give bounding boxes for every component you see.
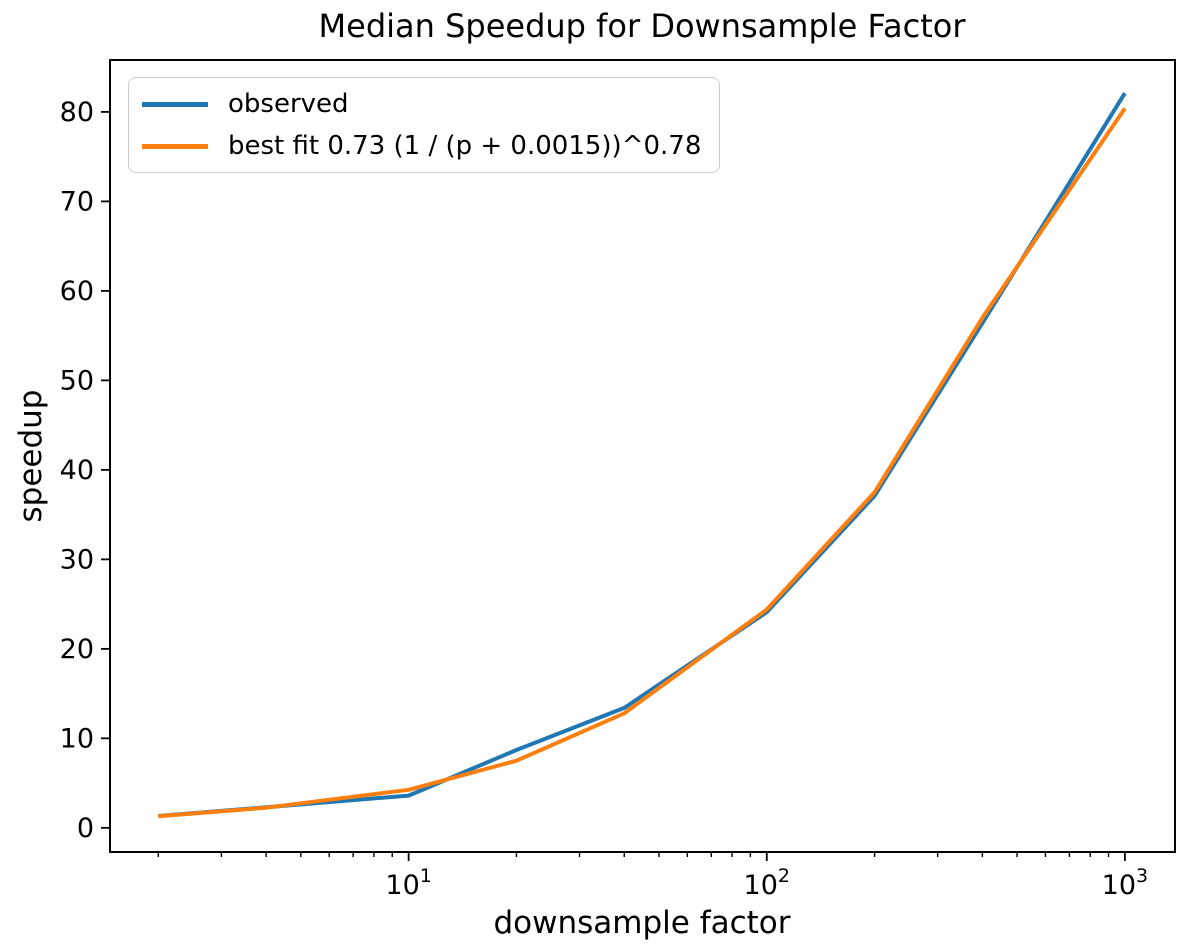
legend-item-observed: observed (142, 83, 701, 125)
y-axis-tick-label: 80 (60, 97, 94, 128)
x-axis-tick-label: 101 (385, 865, 431, 901)
y-axis-tick-label: 70 (60, 186, 94, 217)
x-axis-label: downsample factor (493, 905, 791, 941)
y-axis-label: speedup (13, 389, 49, 523)
chart-title: Median Speedup for Downsample Factor (318, 7, 966, 45)
y-axis-tick-label: 40 (60, 455, 94, 486)
legend: observed best fit 0.73 (1 / (p + 0.0015)… (128, 77, 721, 173)
y-axis-tick-label: 0 (77, 813, 94, 844)
line-best-fit (158, 107, 1127, 819)
y-axis-tick-label: 30 (60, 544, 94, 575)
plot-border (109, 59, 1176, 853)
x-axis-tick-label: 103 (1102, 865, 1148, 901)
legend-line-sample-observed (142, 101, 208, 107)
y-axis-tick-label: 50 (60, 365, 94, 396)
y-axis-tick-label: 60 (60, 276, 94, 307)
legend-item-best-fit: best fit 0.73 (1 / (p + 0.0015))^0.78 (142, 125, 701, 167)
legend-label-observed: observed (228, 89, 349, 119)
legend-line-sample-best-fit (142, 143, 208, 149)
line-observed (158, 92, 1127, 819)
x-axis-tick-label: 102 (744, 865, 790, 901)
legend-label-best-fit: best fit 0.73 (1 / (p + 0.0015))^0.78 (228, 131, 702, 161)
y-axis-tick-label: 20 (60, 634, 94, 665)
y-axis-tick-label: 10 (60, 723, 94, 754)
